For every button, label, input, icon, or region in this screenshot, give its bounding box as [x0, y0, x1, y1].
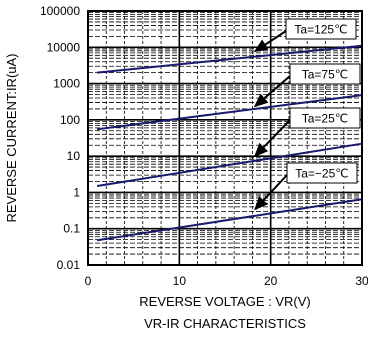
- y-tick-label: 1: [73, 185, 80, 199]
- series-line-1: [96, 44, 363, 74]
- series-group: [96, 44, 363, 242]
- y-tick-label: 100000: [40, 4, 80, 18]
- x-tick-labels: 0 10 20 30: [85, 274, 368, 288]
- annotation-box-2: [289, 63, 361, 85]
- annotation-arrow-4: [254, 174, 288, 211]
- y-axis-label: REVERSE CURRENT:IR(uA): [4, 53, 19, 222]
- annotation-arrow-3: [254, 119, 291, 158]
- x-tick-label: 20: [264, 274, 278, 288]
- x-axis-label: REVERSE VOLTAGE : VR(V): [139, 294, 310, 309]
- x-tick-label: 10: [173, 274, 187, 288]
- series-line-3: [96, 142, 363, 187]
- annotation-label-2: Ta=75℃: [302, 68, 349, 82]
- x-tick-label: 0: [85, 274, 92, 288]
- annotation-box-1: [285, 18, 357, 40]
- annotation-arrow-1: [253, 30, 287, 53]
- chart-title: VR-IR CHARACTERISTICS: [144, 316, 306, 331]
- annotation-box-4: [286, 162, 358, 184]
- x-tick-label: 30: [355, 274, 368, 288]
- y-tick-label: 10000: [47, 40, 81, 54]
- annotation-label-4: Ta=−25℃: [295, 167, 349, 181]
- y-tick-label: 1000: [53, 77, 80, 91]
- annotation-label-1: Ta=125℃: [294, 23, 347, 37]
- annotation-box-3: [289, 107, 361, 129]
- plot-frame: [87, 10, 363, 266]
- y-tick-label: 10: [67, 149, 81, 163]
- annotation-label-3: Ta=25℃: [302, 112, 349, 126]
- y-tick-label: 0.1: [63, 222, 80, 236]
- y-tick-label: 0.01: [57, 258, 81, 272]
- y-tick-label: 100: [60, 113, 80, 127]
- annotations: Ta=125℃ Ta=75℃ Ta=25℃ Ta=−25℃: [253, 18, 361, 211]
- series-line-2: [96, 94, 363, 131]
- series-line-4: [96, 198, 363, 242]
- y-tick-labels: 0.01 0.1 1 10 100 1000 10000 100000: [40, 4, 80, 272]
- annotation-arrow-2: [253, 75, 291, 108]
